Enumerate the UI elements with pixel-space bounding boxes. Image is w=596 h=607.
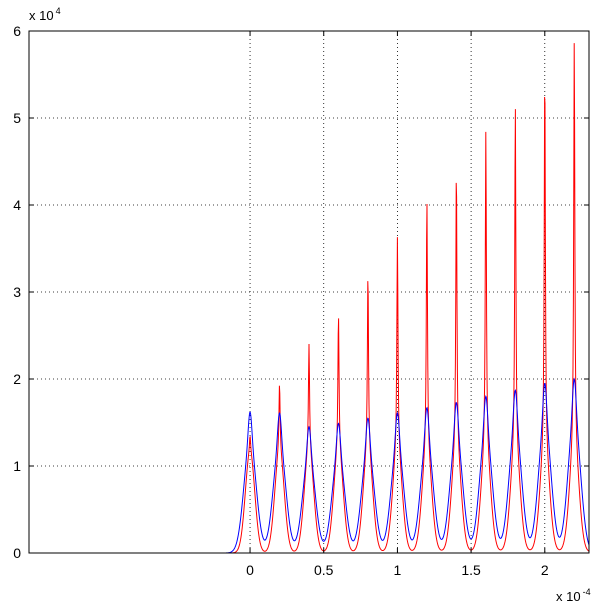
y-tick-label: 3 [13, 284, 21, 300]
y-tick-label: 0 [13, 545, 21, 561]
x-multiplier-base: x 10 [556, 589, 581, 604]
series-layer [29, 43, 590, 554]
y-tick-label: 1 [13, 458, 21, 474]
x-tick-label: 0 [246, 562, 254, 578]
y-tick-label: 6 [13, 23, 21, 39]
grid [29, 31, 589, 553]
y-multiplier-base: x 10 [29, 8, 54, 23]
y-tick-label: 2 [13, 371, 21, 387]
y-multiplier-label: x 10 4 [29, 6, 61, 23]
y-tick-label: 5 [13, 110, 21, 126]
x-tick-label: 1 [394, 562, 402, 578]
x-tick-label: 0.5 [314, 562, 334, 578]
ticks: 0 0.5 1 1.5 2 0 1 2 3 4 5 6 [13, 23, 589, 578]
x-tick-label: 2 [541, 562, 549, 578]
x-multiplier-label: x 10 -4 [556, 587, 591, 604]
y-multiplier-exponent: 4 [56, 6, 61, 16]
x-tick-label: 1.5 [461, 562, 481, 578]
y-tick-label: 4 [13, 197, 21, 213]
x-multiplier-exponent: -4 [583, 587, 591, 597]
series-red-line [29, 43, 590, 554]
